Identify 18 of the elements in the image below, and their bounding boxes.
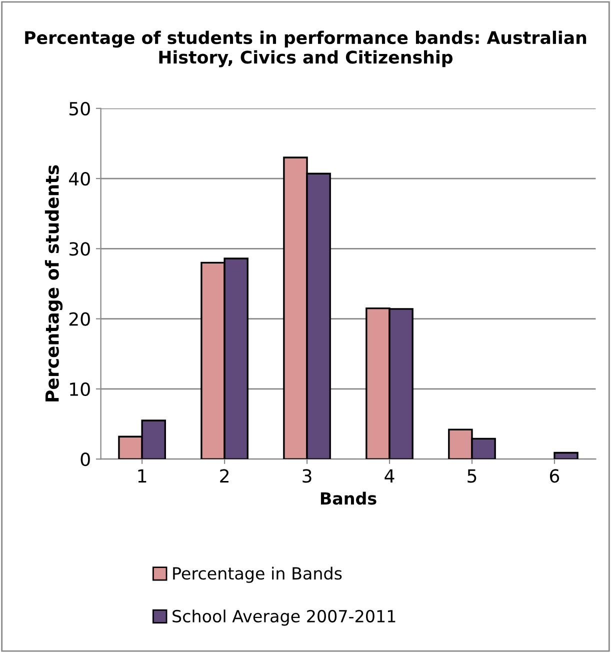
bar	[554, 452, 578, 460]
y-tick-label: 40	[69, 172, 90, 186]
x-tick-label: 4	[384, 469, 394, 482]
x-tick-label: 5	[468, 469, 476, 483]
y-tick-label: 20	[69, 312, 90, 326]
y-tick-label: 0	[80, 452, 90, 466]
legend-label: Percentage in Bands	[173, 566, 342, 583]
x-tick-label: 3	[302, 469, 312, 483]
legend-label: School Average 2007-2011	[172, 610, 396, 626]
x-tick-label: 6	[550, 469, 560, 483]
y-axis-title: Percentage of students	[44, 165, 63, 402]
y-tick-label: 50	[70, 102, 90, 116]
x-tick-label: 2	[220, 469, 228, 482]
y-tick-label: 10	[70, 382, 90, 396]
x-axis-title: Bands	[320, 492, 376, 505]
y-tick-label: 30	[69, 242, 90, 256]
x-tick-label: 1	[138, 469, 146, 482]
chart-title: Percentage of students in performance bands: Australian History, Civics and Citizenship	[25, 30, 586, 68]
